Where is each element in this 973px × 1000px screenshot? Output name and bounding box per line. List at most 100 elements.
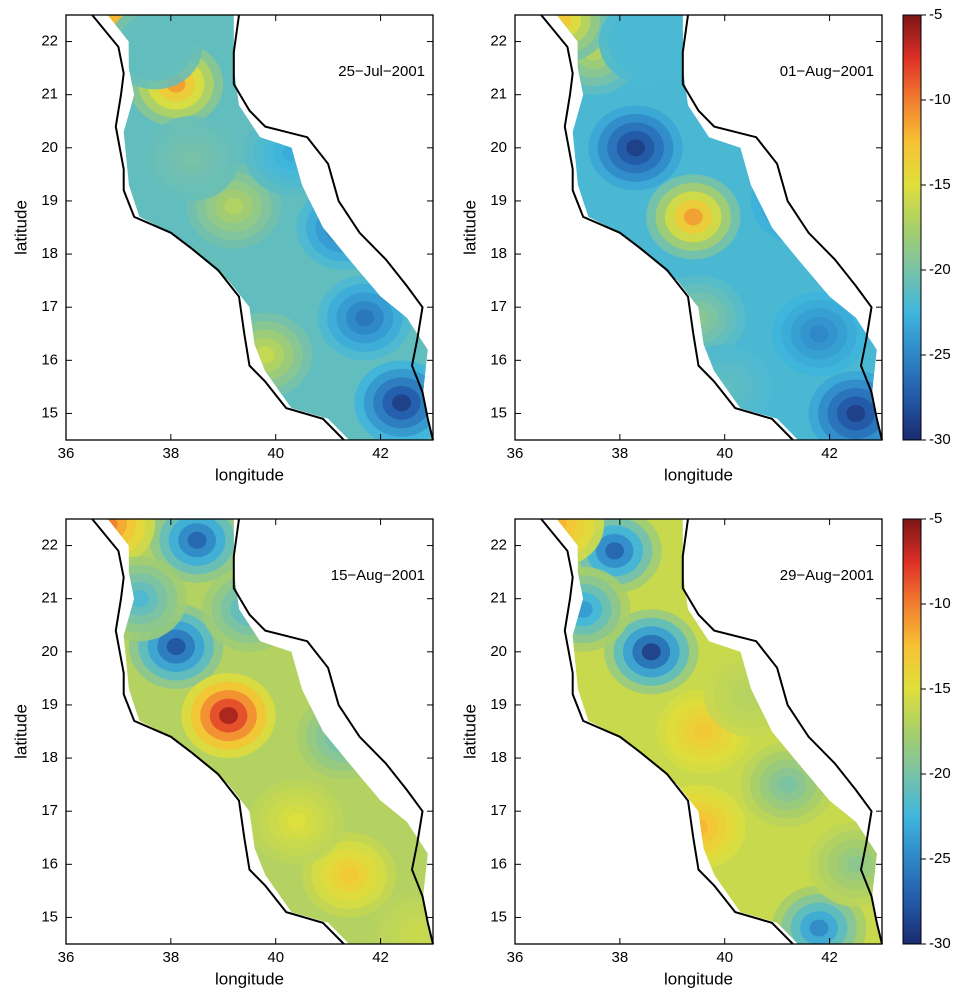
y-tick-label: 17	[490, 802, 507, 819]
y-tick-label: 15	[490, 404, 507, 421]
panel: 36 38 40 42 15 16 17 18 19 20 21 22 01−Aug−2001 longi…	[460, 6, 951, 485]
y-tick-label: 20	[41, 643, 58, 660]
y-tick-label: 16	[490, 855, 507, 872]
y-tick-label: 22	[41, 33, 58, 50]
x-axis-label: longitude	[215, 969, 284, 988]
y-tick-label: 20	[490, 643, 507, 660]
contour-level	[741, 685, 761, 703]
coastline	[232, 14, 434, 441]
contour-level	[107, 519, 137, 550]
y-tick-label: 20	[41, 139, 58, 156]
x-tick-label: 42	[821, 445, 838, 462]
contour-level	[670, 292, 727, 344]
y-tick-label: 21	[41, 86, 58, 103]
contour-level	[407, 924, 427, 942]
axes-box	[514, 14, 883, 441]
y-axis-label: latitude	[460, 200, 479, 255]
contour-level	[355, 309, 375, 327]
y-tick-label: 21	[41, 590, 58, 607]
x-tick-label: 36	[58, 949, 75, 966]
x-tick-label: 36	[58, 445, 75, 462]
contour-level	[573, 600, 593, 618]
y-tick-label: 22	[490, 537, 507, 554]
y-tick-label: 16	[490, 351, 507, 368]
coastline	[91, 518, 345, 945]
panel-date: 29−Aug−2001	[780, 567, 874, 584]
y-tick-label: 21	[490, 86, 507, 103]
contour-level	[129, 590, 149, 608]
contour-level	[224, 197, 244, 215]
contour-level	[134, 243, 229, 329]
panel: 36 38 40 42 15 16 17 18 19 20 21 22 25−Jul−2001 longi…	[11, 14, 434, 484]
contour-level	[760, 166, 836, 235]
y-tick-label: 21	[490, 590, 507, 607]
panel: 36 38 40 42 15 16 17 18 19 20 21 22 29−Aug−2001 longi…	[460, 510, 951, 989]
colorbar-tick-label: -15	[929, 176, 951, 193]
colorbar-tick-label: -25	[929, 850, 951, 867]
contour-level	[230, 592, 269, 627]
x-tick-label: 38	[163, 949, 180, 966]
x-axis-label: longitude	[215, 465, 284, 484]
contour-level	[750, 158, 846, 244]
axes-box	[65, 14, 434, 441]
coastline	[232, 518, 434, 945]
contour-level	[334, 219, 354, 236]
colorbar-tick-label: -30	[929, 935, 951, 952]
colorbar	[902, 14, 922, 441]
y-tick-label: 19	[490, 696, 507, 713]
contour-level	[705, 369, 744, 404]
colorbar-tick-label: -10	[929, 91, 951, 108]
panel: 36 38 40 42 15 16 17 18 19 20 21 22 15−Aug−2001 longi…	[11, 518, 434, 988]
x-tick-label: 42	[821, 949, 838, 966]
colorbar-tick-label: -20	[929, 765, 951, 782]
contour-level	[626, 139, 646, 157]
contour-level	[145, 38, 165, 56]
coastline	[540, 518, 794, 945]
contour-level	[162, 268, 201, 303]
contour-level	[282, 144, 301, 162]
coastline	[681, 518, 883, 945]
colorbar-tick-label: -5	[929, 6, 942, 23]
colorbar-tick-label: -10	[929, 595, 951, 612]
x-tick-label: 38	[612, 445, 629, 462]
contour-level	[683, 208, 703, 226]
contour-level	[769, 175, 827, 227]
contour-level	[339, 866, 359, 884]
contour-level	[696, 361, 754, 413]
contour-level	[315, 711, 373, 763]
contour-level	[334, 728, 354, 746]
colorbar	[902, 518, 922, 945]
y-tick-label: 18	[490, 245, 507, 262]
contour-level	[221, 583, 278, 635]
x-axis-label: longitude	[664, 465, 733, 484]
colorbar-tick-label: -20	[929, 261, 951, 278]
x-tick-label: 42	[372, 949, 389, 966]
x-tick-label: 36	[507, 445, 524, 462]
y-tick-label: 15	[41, 908, 58, 925]
y-tick-label: 22	[41, 537, 58, 554]
contour-level	[107, 519, 127, 542]
y-tick-label: 16	[41, 855, 58, 872]
contour-level	[605, 542, 625, 560]
y-axis-label: latitude	[460, 704, 479, 759]
contour-level	[809, 325, 829, 343]
x-tick-label: 40	[267, 445, 284, 462]
x-axis-label: longitude	[664, 969, 733, 988]
panel-date: 01−Aug−2001	[780, 63, 874, 80]
contour-level	[171, 277, 191, 295]
contour-level	[809, 919, 829, 937]
contour-level	[392, 394, 411, 412]
y-tick-label: 20	[490, 139, 507, 156]
contour-level	[636, 33, 656, 51]
x-tick-label: 40	[267, 949, 284, 966]
y-axis-label: latitude	[11, 200, 30, 255]
y-tick-label: 17	[41, 298, 58, 315]
contour-level	[287, 813, 307, 831]
y-tick-label: 15	[41, 404, 58, 421]
y-tick-label: 18	[41, 749, 58, 766]
x-tick-label: 38	[163, 445, 180, 462]
x-tick-label: 42	[372, 445, 389, 462]
contour-level	[219, 707, 238, 725]
colorbar-tick-label: -30	[929, 431, 951, 448]
